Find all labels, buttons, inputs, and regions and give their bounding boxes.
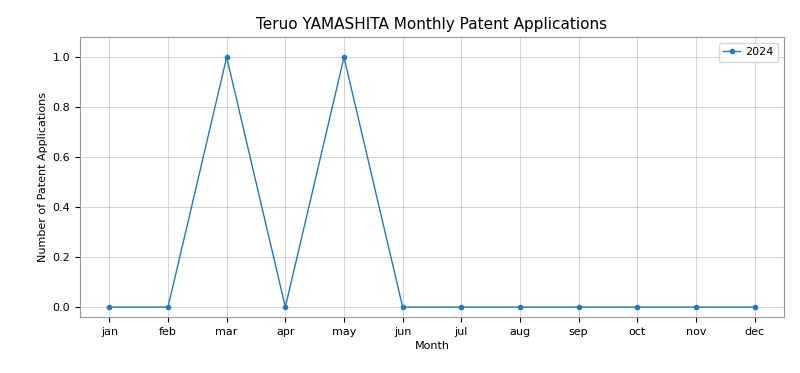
2024: [457, 305, 466, 309]
2024: [515, 305, 525, 309]
2024: [750, 305, 759, 309]
2024: [105, 305, 114, 309]
2024: [691, 305, 701, 309]
2024: [163, 305, 173, 309]
X-axis label: Month: Month: [414, 341, 450, 351]
Line: 2024: 2024: [107, 55, 757, 309]
Title: Teruo YAMASHITA Monthly Patent Applications: Teruo YAMASHITA Monthly Patent Applicati…: [257, 17, 607, 32]
2024: [398, 305, 407, 309]
2024: [222, 55, 231, 60]
2024: [339, 55, 349, 60]
Legend: 2024: 2024: [719, 43, 778, 62]
2024: [281, 305, 290, 309]
2024: [574, 305, 583, 309]
Y-axis label: Number of Patent Applications: Number of Patent Applications: [38, 92, 48, 262]
2024: [633, 305, 642, 309]
